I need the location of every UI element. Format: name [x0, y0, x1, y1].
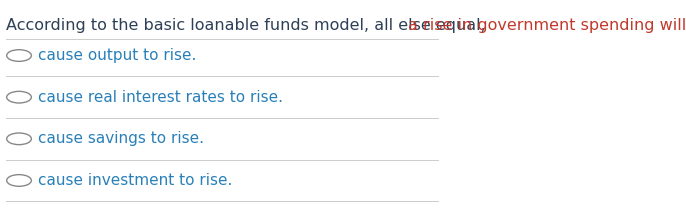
Text: cause real interest rates to rise.: cause real interest rates to rise. [38, 90, 283, 105]
Text: cause savings to rise.: cause savings to rise. [38, 131, 204, 146]
Text: According to the basic loanable funds model, all else equal,: According to the basic loanable funds mo… [5, 18, 490, 33]
Text: cause investment to rise.: cause investment to rise. [38, 173, 233, 188]
Text: cause output to rise.: cause output to rise. [38, 48, 196, 63]
Text: a rise in government spending will:: a rise in government spending will: [408, 18, 686, 33]
